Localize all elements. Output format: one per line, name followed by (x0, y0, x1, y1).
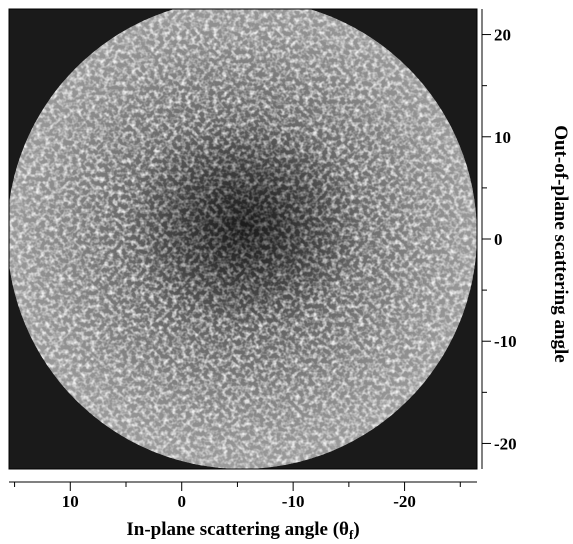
x-tick-label: 10 (62, 492, 79, 511)
x-tick-label: -20 (393, 492, 416, 511)
y-tick-label: 20 (494, 26, 511, 45)
detector-disk (9, 9, 477, 469)
x-tick-label: 0 (177, 492, 186, 511)
y-tick-label: 0 (494, 230, 503, 249)
y-tick-label: 10 (494, 128, 511, 147)
y-tick-label: -10 (494, 332, 517, 351)
x-axis-label: In-plane scattering angle (θf) (126, 519, 359, 542)
y-axis: 20 10 0 -10 -20 (481, 9, 517, 469)
y-tick-label: -20 (494, 434, 517, 453)
x-tick-label: -10 (282, 492, 305, 511)
x-axis: 10 0 -10 -20 (9, 481, 477, 511)
plot-area (8, 8, 478, 470)
y-axis-label: Out-of-plane scattering angle (550, 125, 571, 362)
plot-frame (8, 8, 478, 470)
